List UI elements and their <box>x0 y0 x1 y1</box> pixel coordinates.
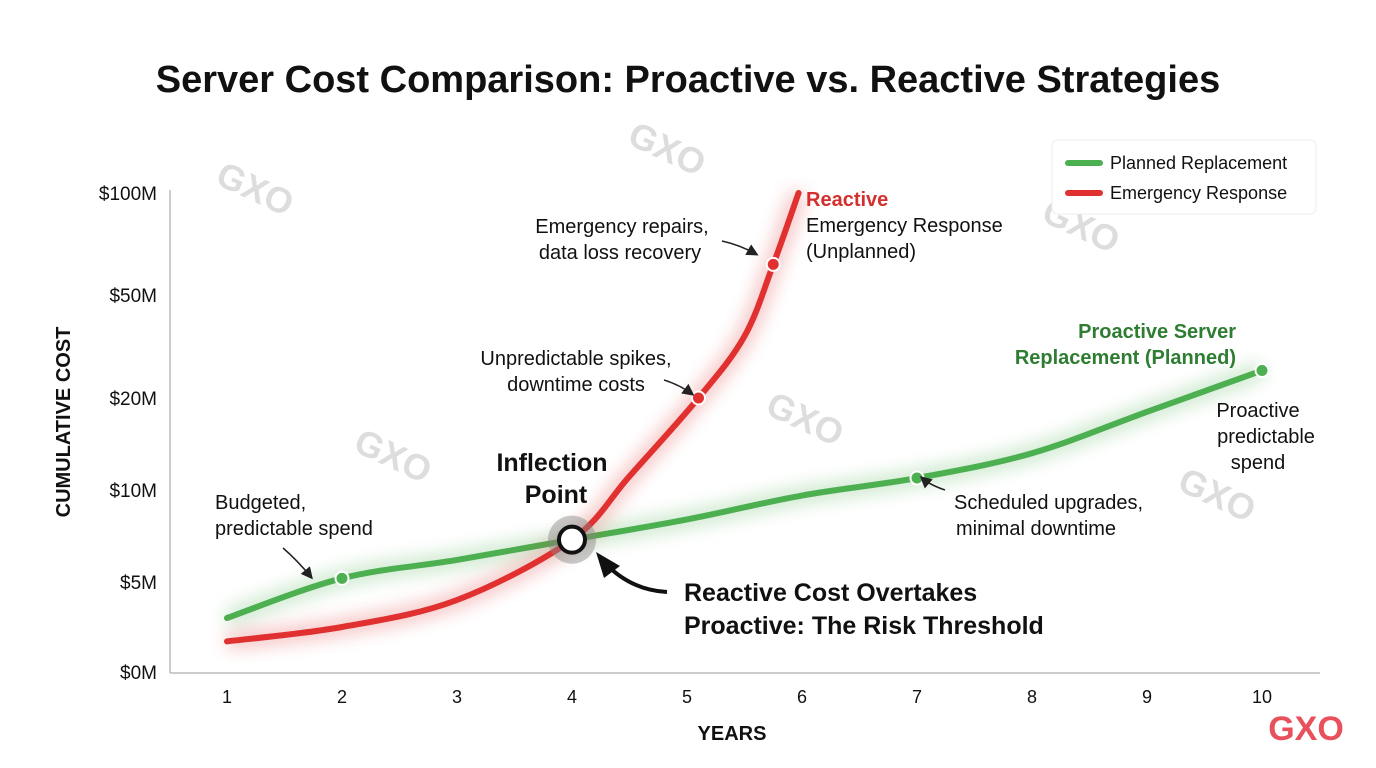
overtake-label: Proactive: The Risk Threshold <box>684 612 1044 640</box>
inflection-point <box>557 524 587 555</box>
annotation-arrow <box>721 240 759 256</box>
y-axis-label: CUMULATIVE COST <box>53 327 75 518</box>
data-point <box>1254 363 1270 379</box>
y-tick-label: $5M <box>120 573 157 594</box>
reactive-sublabel: (Unplanned) <box>806 241 916 263</box>
watermark: GXO <box>622 113 712 184</box>
overtake-arrowhead <box>596 552 620 578</box>
proactive-label: Proactive Server <box>1078 321 1236 343</box>
watermark: GXO <box>760 383 850 454</box>
x-tick-label: 10 <box>1252 687 1272 707</box>
y-tick-label: $0M <box>120 663 157 684</box>
reactive-sublabel: Emergency Response <box>806 215 1003 237</box>
y-tick-label: $20M <box>109 389 157 410</box>
annotation-arrow <box>919 476 946 491</box>
planned-line <box>224 367 1265 621</box>
y-tick-label: $100M <box>99 184 157 205</box>
data-point <box>765 256 781 272</box>
legend-label: Emergency Response <box>1110 183 1287 203</box>
proactive-sublabel: spend <box>1231 452 1286 474</box>
proactive-sublabel: Proactive <box>1216 400 1299 422</box>
watermark: GXO <box>348 420 438 491</box>
x-tick-label: 2 <box>337 687 347 707</box>
annotation-budgeted: predictable spend <box>215 518 373 540</box>
annotation-repairs: Emergency repairs, <box>535 216 708 238</box>
chart-title: Server Cost Comparison: Proactive vs. Re… <box>156 59 1220 101</box>
data-point <box>334 570 350 586</box>
data-point <box>909 470 925 486</box>
watermark: GXO <box>210 153 300 224</box>
annotation-spikes: downtime costs <box>507 374 645 396</box>
legend <box>1051 139 1317 215</box>
x-tick-label: 4 <box>567 687 577 707</box>
inflection-label: Inflection <box>496 449 607 477</box>
y-tick-label: $10M <box>109 481 157 502</box>
x-tick-label: 9 <box>1142 687 1152 707</box>
x-axis-label: YEARS <box>698 723 767 745</box>
reactive-label: Reactive <box>806 189 888 211</box>
x-tick-label: 1 <box>222 687 232 707</box>
y-tick-label: $50M <box>109 286 157 307</box>
proactive-label: Replacement (Planned) <box>1015 347 1236 369</box>
overtake-label: Reactive Cost Overtakes <box>684 579 977 607</box>
x-tick-label: 6 <box>797 687 807 707</box>
x-tick-label: 5 <box>682 687 692 707</box>
data-point <box>691 390 706 406</box>
annotation-scheduled: minimal downtime <box>956 518 1116 540</box>
x-tick-label: 3 <box>452 687 462 707</box>
annotation-spikes: Unpredictable spikes, <box>480 348 671 370</box>
annotation-repairs: data loss recovery <box>539 242 701 264</box>
legend-label: Planned Replacement <box>1110 153 1287 173</box>
inflection-label: Point <box>525 481 588 509</box>
x-tick-label: 8 <box>1027 687 1037 707</box>
proactive-sublabel: predictable <box>1217 426 1315 448</box>
annotation-budgeted: Budgeted, <box>215 492 306 514</box>
logo: GXO <box>1268 710 1344 748</box>
x-tick-label: 7 <box>912 687 922 707</box>
annotation-arrow <box>282 547 313 580</box>
annotation-scheduled: Scheduled upgrades, <box>954 492 1143 514</box>
emergency-line <box>224 190 802 645</box>
annotation-arrow <box>663 379 695 396</box>
